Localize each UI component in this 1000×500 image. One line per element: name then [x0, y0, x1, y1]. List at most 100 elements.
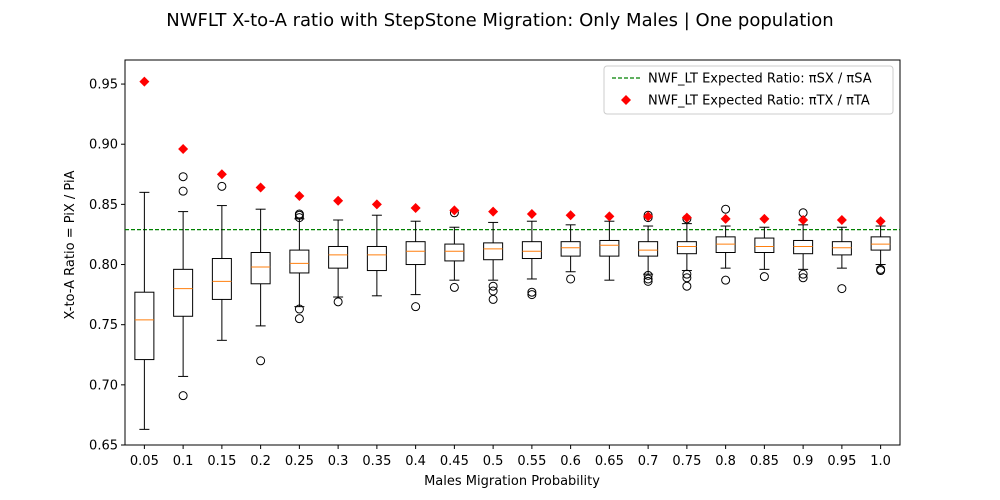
outlier-point [682, 269, 692, 279]
outlier-point [333, 297, 343, 307]
expected-ratio-tx-marker [759, 213, 770, 224]
x-tick-label: 0.55 [517, 454, 546, 469]
box-group [134, 191, 155, 430]
iqr-box [483, 242, 504, 261]
box-group [444, 208, 465, 292]
y-axis-label: X-to-A Ratio = PiX / PiA [63, 170, 78, 319]
legend-frame [603, 65, 894, 115]
iqr-box [289, 249, 310, 274]
outlier-point [682, 281, 692, 291]
x-tick-label: 1.0 [870, 454, 891, 469]
box-group [289, 209, 310, 324]
outlier-point [294, 304, 304, 314]
iqr-box [599, 239, 620, 257]
iqr-box [715, 236, 736, 253]
outlier-point [178, 172, 188, 182]
y-tick-label: 0.75 [89, 318, 118, 333]
outlier-point [294, 210, 304, 220]
box-group [366, 214, 387, 297]
x-axis-label: Males Migration Probability [424, 474, 600, 489]
box-group [715, 204, 736, 285]
box-group [676, 214, 697, 291]
x-tick-label: 0.1 [173, 454, 194, 469]
outlier-point [294, 314, 304, 324]
outlier-point [411, 302, 421, 312]
outlier-point [876, 266, 886, 276]
x-tick-label: 0.15 [207, 454, 236, 469]
plot-frame [124, 59, 901, 446]
x-tick-label: 0.6 [560, 454, 581, 469]
outlier-point [449, 282, 459, 292]
iqr-box [134, 291, 155, 361]
legend-label-sx: NWF_LT Expected Ratio: πSX / πSA [648, 72, 872, 87]
outlier-point [217, 181, 227, 191]
x-tick-label: 0.85 [750, 454, 779, 469]
expected-ratio-tx-marker [255, 182, 266, 193]
iqr-box [870, 236, 891, 251]
box-group [211, 181, 232, 341]
box-group [754, 226, 775, 282]
expected-ratio-tx-marker [333, 195, 344, 206]
box-group [638, 210, 659, 286]
expected-ratio-tx-marker [875, 216, 886, 227]
expected-ratio-tx-marker [565, 210, 576, 221]
outlier-point [294, 213, 304, 223]
x-tick-label: 0.45 [440, 454, 469, 469]
x-tick-label: 0.75 [672, 454, 701, 469]
x-tick-label: 0.5 [483, 454, 504, 469]
x-tick-label: 0.65 [595, 454, 624, 469]
expected-ratio-tx-marker [526, 209, 537, 219]
outlier-point [837, 284, 847, 294]
outlier-point [721, 275, 731, 285]
y-tick-label: 0.95 [89, 78, 118, 93]
iqr-box [676, 241, 697, 255]
expected-ratio-tx-marker [139, 76, 150, 87]
box-group [560, 224, 581, 284]
iqr-box [793, 239, 814, 255]
box-group [521, 220, 542, 300]
iqr-box [328, 245, 349, 269]
x-tick-label: 0.05 [130, 454, 159, 469]
box-group [250, 208, 271, 366]
x-tick-label: 0.8 [715, 454, 736, 469]
expected-ratio-tx-marker [604, 211, 615, 222]
iqr-box [831, 241, 852, 256]
outlier-point [488, 286, 498, 296]
outlier-point [643, 276, 653, 286]
y-tick-label: 0.85 [89, 198, 118, 213]
iqr-box [405, 241, 426, 266]
legend-diamond-swatch [621, 95, 631, 105]
expected-ratio-tx-marker [836, 215, 847, 226]
iqr-box [250, 252, 271, 285]
outlier-point [178, 186, 188, 196]
iqr-box [173, 268, 194, 317]
x-tick-label: 0.4 [405, 454, 426, 469]
outlier-point [643, 270, 653, 280]
expected-ratio-tx-marker [681, 212, 692, 223]
y-tick-label: 0.90 [89, 138, 118, 153]
expected-ratio-tx-marker [643, 211, 654, 222]
box-group [328, 219, 349, 307]
outlier-point [178, 391, 188, 401]
outlier-point [488, 294, 498, 304]
y-tick-label: 0.80 [89, 258, 118, 273]
outlier-point [566, 274, 576, 284]
legend: NWF_LT Expected Ratio: πSX / πSA NWF_LT E… [603, 65, 894, 115]
box-group [870, 225, 891, 276]
iqr-box [754, 237, 775, 253]
plot-area: 0.65 0.70 0.75 0.80 0.85 0.90 0.95 0.05 0.1 0.15 0… [89, 59, 901, 469]
x-tick-label: 0.7 [638, 454, 659, 469]
iqr-box [521, 241, 542, 260]
iqr-box [560, 241, 581, 257]
outlier-point [759, 272, 769, 282]
expected-ratio-tx-marker [178, 144, 189, 155]
x-tick-label: 0.25 [285, 454, 314, 469]
y-tick-label: 0.65 [89, 439, 118, 454]
outlier-point [488, 281, 498, 291]
legend-label-tx: NWF_LT Expected Ratio: πTX / πTA [648, 94, 870, 109]
expected-ratio-tx-marker [371, 199, 382, 210]
outlier-point [527, 290, 537, 300]
expected-ratio-tx-marker [294, 190, 305, 201]
outlier-point [643, 274, 653, 284]
box-group [831, 226, 852, 294]
